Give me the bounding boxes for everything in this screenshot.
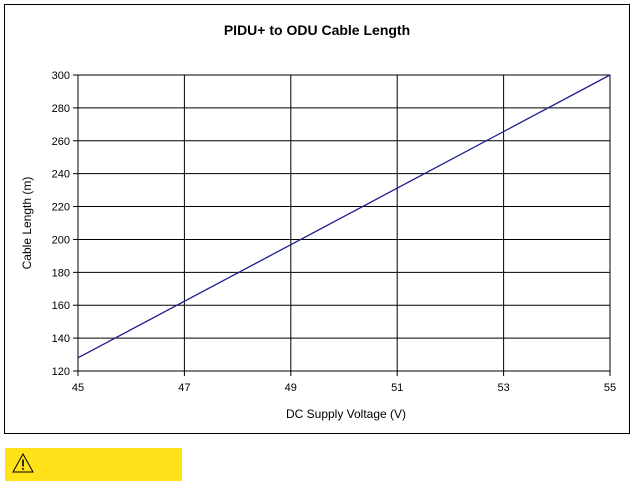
grid-layer	[73, 74, 611, 376]
tick-label-layer: 120 140 160 180 200 220 240 260 280 300 45 47 49 51 53…	[52, 70, 616, 394]
x-tick-label: 45	[72, 382, 84, 394]
y-tick-label: 220	[52, 202, 70, 214]
x-axis-label: DC Supply Voltage (V)	[286, 407, 406, 421]
y-tick-label: 160	[52, 300, 70, 312]
warning-triangle-icon	[12, 453, 34, 473]
y-tick-label: 140	[52, 333, 70, 345]
y-tick-label: 300	[52, 70, 70, 82]
chart-frame: PIDU+ to ODU Cable Length 120 140 160 180 20…	[4, 4, 630, 434]
series-line	[77, 74, 611, 359]
y-tick-label: 120	[52, 366, 70, 378]
line-chart: PIDU+ to ODU Cable Length 120 140 160 180 20…	[20, 22, 616, 421]
x-tick-label: 55	[604, 382, 616, 394]
y-tick-label: 240	[52, 169, 70, 181]
x-tick-label: 49	[285, 382, 297, 394]
series-layer	[77, 74, 611, 359]
y-tick-label: 280	[52, 103, 70, 115]
x-tick-label: 53	[497, 382, 509, 394]
chart-title: PIDU+ to ODU Cable Length	[224, 22, 410, 38]
y-tick-label: 200	[52, 234, 70, 246]
y-tick-label: 260	[52, 136, 70, 148]
x-tick-label: 51	[391, 382, 403, 394]
y-axis-label: Cable Length (m)	[20, 177, 34, 270]
plot-area-border	[77, 74, 611, 372]
warning-banner	[5, 448, 182, 481]
x-tick-label: 47	[178, 382, 190, 394]
y-tick-label: 180	[52, 267, 70, 279]
